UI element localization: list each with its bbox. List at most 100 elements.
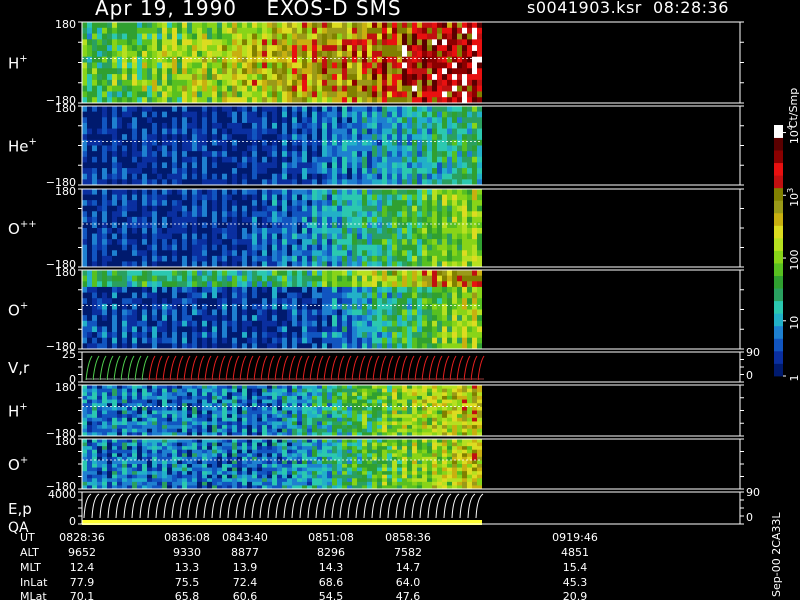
footer-row-label-2: MLT: [20, 561, 41, 574]
footer-row-label-3: InLat: [20, 576, 48, 589]
qa-bar: [82, 520, 482, 525]
rtick-top-4: 90: [746, 346, 760, 359]
panel-3: O+ 180 −180: [8, 266, 744, 353]
footer-mlat-0: 70.1: [70, 590, 95, 600]
panel-label2-7: QA: [8, 520, 29, 536]
footer-inlat-1: 75.5: [175, 576, 200, 589]
footer-mlt-0: 12.4: [70, 561, 95, 574]
panel-label-3: O+: [8, 301, 28, 320]
footer-alt-5: 4851: [561, 546, 589, 559]
footer-mlat-2: 60.6: [233, 590, 258, 600]
footer-mlat-1: 65.8: [175, 590, 200, 600]
ytick-bot-6: −180: [46, 480, 76, 493]
ytick-bot-2: −180: [46, 258, 76, 271]
footer-row-label-1: ALT: [20, 546, 39, 559]
footer-mlt-1: 13.3: [175, 561, 200, 574]
colorbar-swatch: [774, 275, 783, 289]
panel-label-0: H+: [8, 54, 28, 73]
panel-7: E,p QA 4000 0 90 0: [8, 486, 760, 536]
ytick-bot-5: −180: [46, 427, 76, 440]
footer-mlt-3: 14.3: [319, 561, 344, 574]
colorbar-swatch: [774, 162, 783, 176]
footer-mlat-3: 54.5: [319, 590, 344, 600]
ytick-bot-7: 0: [69, 515, 76, 528]
footer-ut-1: 0836:08: [164, 531, 210, 544]
colorbar-swatch: [774, 200, 783, 214]
footer-alt-2: 8877: [231, 546, 259, 559]
footer-inlat-5: 45.3: [563, 576, 588, 589]
ytick-top-3: 180: [55, 266, 76, 279]
panel-label-7: E,p: [8, 500, 32, 518]
footer-row-label-0: UT: [20, 531, 35, 544]
panel-label-4: V,r: [8, 359, 30, 377]
rtick-bot-4: 0: [746, 369, 753, 382]
ytick-bot-3: −180: [46, 340, 76, 353]
ytick-top-1: 180: [55, 102, 76, 115]
colorbar-swatch: [774, 325, 783, 339]
footer-mlat-4: 47.6: [396, 590, 421, 600]
footer-mlat-5: 20.9: [563, 590, 588, 600]
footer-alt-3: 8296: [317, 546, 345, 559]
colorbar-tick-3: 10: [788, 316, 800, 330]
footer-alt-0: 9652: [68, 546, 96, 559]
ytick-bot-0: −180: [46, 94, 76, 107]
footer-row-label-4: MLat: [20, 590, 47, 600]
rtick-top-7: 90: [746, 486, 760, 499]
file-info: s0041903.ksr 08:28:36: [527, 0, 729, 17]
footer-inlat-0: 77.9: [70, 576, 95, 589]
ytick-bot-1: −180: [46, 176, 76, 189]
panel-6: O+ 180 −180: [8, 435, 744, 493]
ytick-top-0: 180: [55, 18, 76, 31]
footer-alt-4: 7582: [394, 546, 422, 559]
colorbar-swatch: [774, 212, 783, 226]
colorbar-swatch: [774, 187, 783, 201]
panel-bg: [82, 492, 482, 524]
ytick-top-6: 180: [55, 435, 76, 448]
colorbar-swatch: [774, 300, 783, 314]
colorbar-swatch: [774, 338, 783, 352]
rtick-bot-7: 0: [746, 511, 753, 524]
footer-ut-3: 0851:08: [308, 531, 354, 544]
colorbar-tick-2: 100: [788, 250, 800, 271]
panel-label-1: He+: [8, 137, 37, 156]
ytick-top-2: 180: [55, 185, 76, 198]
footer-inlat-4: 64.0: [396, 576, 421, 589]
panel-label-5: H+: [8, 402, 28, 421]
ytick-bot-4: 0: [69, 373, 76, 386]
ytick-top-7: 4000: [48, 488, 76, 501]
colorbar-swatch: [774, 150, 783, 164]
colorbar-swatch: [774, 350, 783, 364]
colorbar-swatch: [774, 237, 783, 251]
colorbar-swatch: [774, 125, 783, 138]
footer-ut-2: 0843:40: [222, 531, 268, 544]
footer-mlt-4: 14.7: [396, 561, 421, 574]
colorbar-swatch: [774, 263, 783, 276]
footer-ut-0: 0828:36: [59, 531, 105, 544]
panel-5: H+ 180 −180: [8, 381, 744, 440]
footer-ut-5: 0919:46: [552, 531, 598, 544]
colorbar-tick-4: 1: [788, 375, 800, 382]
panel-label-2: O++: [8, 219, 37, 238]
colorbar-swatch: [774, 288, 783, 302]
panel-2: O++ 180 −180: [8, 185, 744, 271]
footer-mlt-2: 13.9: [233, 561, 258, 574]
panel-label-6: O+: [8, 455, 28, 474]
ytick-top-4: 25: [62, 348, 76, 361]
footer-ut-4: 0858:36: [385, 531, 431, 544]
colorbar-swatch: [774, 363, 783, 377]
panels: H+180−180He+180−180O++180−180O+180−180V,…: [8, 18, 760, 536]
colorbar-swatch: [774, 225, 783, 239]
footer-stamp: Sep-00 2CA33L: [770, 512, 783, 597]
footer-inlat-3: 68.6: [319, 576, 344, 589]
chart-title: Apr 19, 1990 EXOS-D SMS: [95, 0, 402, 20]
panel-4: V,r 25 0 90 0: [8, 346, 760, 386]
colorbar-tick-1: 103: [786, 188, 800, 207]
colorbar-unit: Ct/Smp: [787, 88, 800, 128]
footer-inlat-2: 72.4: [233, 576, 258, 589]
colorbar-swatch: [774, 313, 783, 327]
ytick-top-5: 180: [55, 381, 76, 394]
panel-1: He+ 180 −180: [8, 102, 744, 189]
